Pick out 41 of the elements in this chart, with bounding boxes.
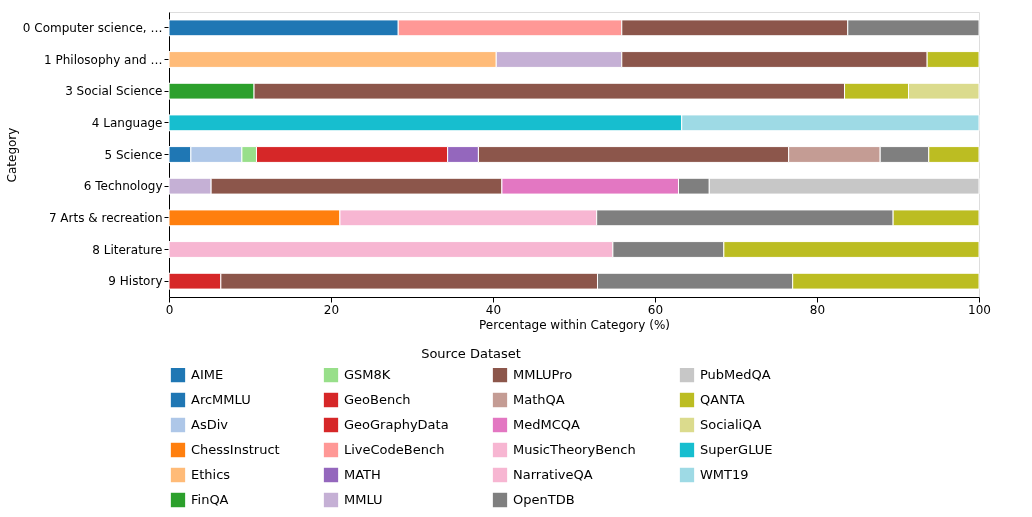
legend-label: LiveCodeBench: [344, 442, 445, 457]
y-tick-label: 7 Arts & recreation: [48, 210, 163, 225]
legend-label: AsDiv: [191, 417, 229, 432]
x-tick-label: 0: [165, 302, 174, 317]
legend-label: MMLUPro: [513, 367, 573, 383]
y-tick-label: 6 Technology: [83, 179, 163, 194]
legend-label: PubMedQA: [700, 367, 771, 383]
y-tick-label: 4 Language: [91, 115, 163, 130]
legend-label: ChessInstruct: [191, 442, 280, 457]
legend-label: SuperGLUE: [700, 442, 773, 457]
y-tick-label: 9 History: [108, 274, 163, 289]
legend-label: WMT19: [700, 467, 749, 482]
legend-label: GeoGraphyData: [344, 417, 449, 432]
legend-label: MedMCQA: [513, 417, 580, 432]
x-tick-label: 80: [809, 302, 826, 317]
legend-label: QANTA: [700, 392, 745, 407]
y-tick-label: 5 Science: [104, 147, 163, 162]
legend-title: Source Dataset: [421, 346, 521, 361]
legend-label: ArcMMLU: [191, 392, 251, 407]
y-axis-title: Category: [4, 127, 19, 183]
x-axis-title: Percentage within Category (%): [479, 317, 670, 332]
legend-label: NarrativeQA: [513, 467, 593, 482]
x-tick-label: 60: [647, 302, 664, 317]
legend-label: MATH: [344, 467, 381, 482]
y-tick-label: 8 Literature: [92, 242, 163, 257]
legend-label: SocialiQA: [700, 417, 762, 432]
x-tick-label: 20: [323, 302, 340, 317]
legend-label: MathQA: [513, 392, 565, 407]
y-tick-label: 0 Computer science, …: [22, 20, 163, 35]
y-tick-label: 1 Philosophy and …: [44, 52, 163, 67]
legend-label: OpenTDB: [513, 492, 575, 507]
legend-label: FinQA: [191, 492, 229, 507]
x-tick-label: 100: [968, 302, 991, 317]
x-tick-label: 40: [485, 302, 502, 317]
legend-label: GeoBench: [344, 392, 411, 407]
legend-label: MMLU: [344, 492, 383, 507]
legend-label: Ethics: [191, 467, 231, 482]
legend-label: GSM8K: [344, 367, 391, 383]
y-tick-label: 3 Social Science: [65, 84, 163, 99]
legend-label: MusicTheoryBench: [513, 442, 636, 457]
legend-label: AIME: [191, 367, 224, 383]
